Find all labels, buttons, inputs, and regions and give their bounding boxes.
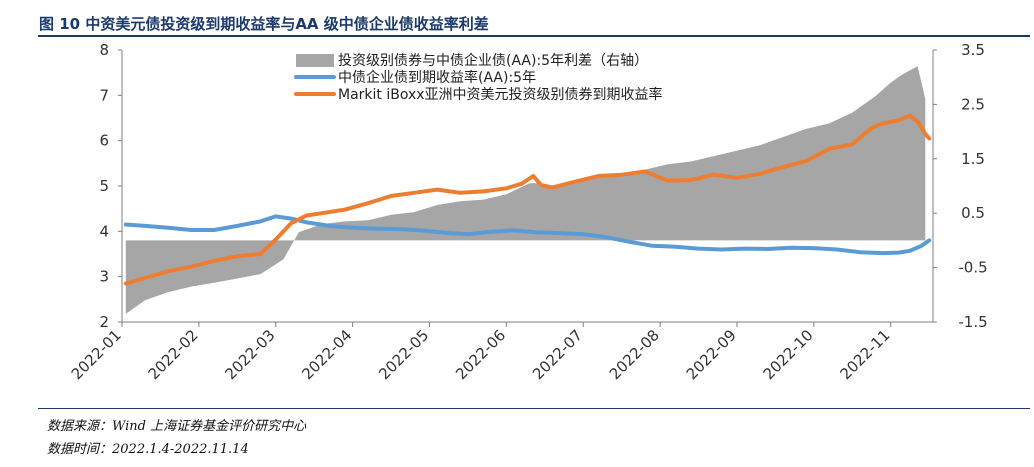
- legend-label: 中债企业债到期收益率(AA):5年: [338, 69, 536, 86]
- y-left-tick-label: 7: [99, 86, 109, 104]
- legend-label: Markit iBoxx亚洲中资美元投资级别债券到期收益率: [338, 86, 663, 103]
- x-tick-label: 2022-07: [529, 326, 586, 383]
- legend-item-spread: 投资级别债券与中债企业债(AA):5年利差（右轴）: [296, 52, 648, 69]
- cn-aa-yield-line: [123, 214, 932, 256]
- yield-lines-layer: [123, 113, 932, 286]
- y-left-tick-label: 4: [99, 222, 109, 240]
- x-tick-label: 2022-02: [145, 326, 202, 383]
- chart-title: 图 10 中资美元债投资级到期收益率与AA 级中债企业债收益率利差: [39, 15, 489, 33]
- legend-item-iboxx-yield: Markit iBoxx亚洲中资美元投资级别债券到期收益率: [294, 86, 663, 103]
- data-date-note: 数据时间：2022.1.4-2022.11.14: [47, 442, 249, 457]
- x-tick-label: 2022-03: [222, 326, 279, 383]
- y-right-tick-label: -1.5: [958, 313, 987, 331]
- x-tick-label: 2022-04: [298, 326, 355, 383]
- iboxx-yield-line: [123, 113, 932, 286]
- x-tick-label: 2022-08: [606, 326, 663, 383]
- data-source-note: 数据来源：Wind 上海证券基金评价研究中心: [47, 419, 307, 434]
- y-left-tick-label: 2: [99, 313, 109, 331]
- y-right-tick-label: 0.5: [961, 204, 985, 222]
- legend-label: 投资级别债券与中债企业债(AA):5年利差（右轴）: [338, 52, 648, 69]
- x-tick-label: 2022-01: [68, 326, 125, 383]
- legend-item-cn-aa-yield: 中债企业债到期收益率(AA):5年: [294, 69, 536, 86]
- spread-area: [125, 66, 926, 314]
- y-right-tick-label: 1.5: [961, 150, 985, 168]
- legend: 投资级别债券与中债企业债(AA):5年利差（右轴）中债企业债到期收益率(AA):…: [294, 52, 663, 103]
- y-left-tick-label: 8: [99, 41, 109, 59]
- y-right-tick-label: 3.5: [961, 41, 985, 59]
- y-right-tick-label: 2.5: [961, 95, 985, 113]
- footer-rule: [38, 408, 1030, 409]
- legend-swatch-area: [296, 54, 334, 67]
- x-tick-label: 2022-10: [760, 326, 817, 383]
- x-tick-label: 2022-05: [375, 326, 432, 383]
- y-left-tick-label: 6: [99, 132, 109, 150]
- chart: 2 3 4 5 6 7 8 -1.5 -0.5 0.5 1.5 2.5 3.5 2022-01 2022-0…: [68, 41, 988, 383]
- y-left-tick-label: 3: [99, 268, 109, 286]
- x-tick-label: 2022-06: [452, 326, 509, 383]
- y-right-tick-label: -0.5: [958, 259, 987, 277]
- spread-area-layer: [125, 66, 926, 314]
- x-tick-label: 2022-11: [836, 326, 893, 383]
- x-tick-label: 2022-09: [683, 326, 740, 383]
- title-rule: [38, 35, 1030, 37]
- y-left-tick-label: 5: [99, 177, 109, 195]
